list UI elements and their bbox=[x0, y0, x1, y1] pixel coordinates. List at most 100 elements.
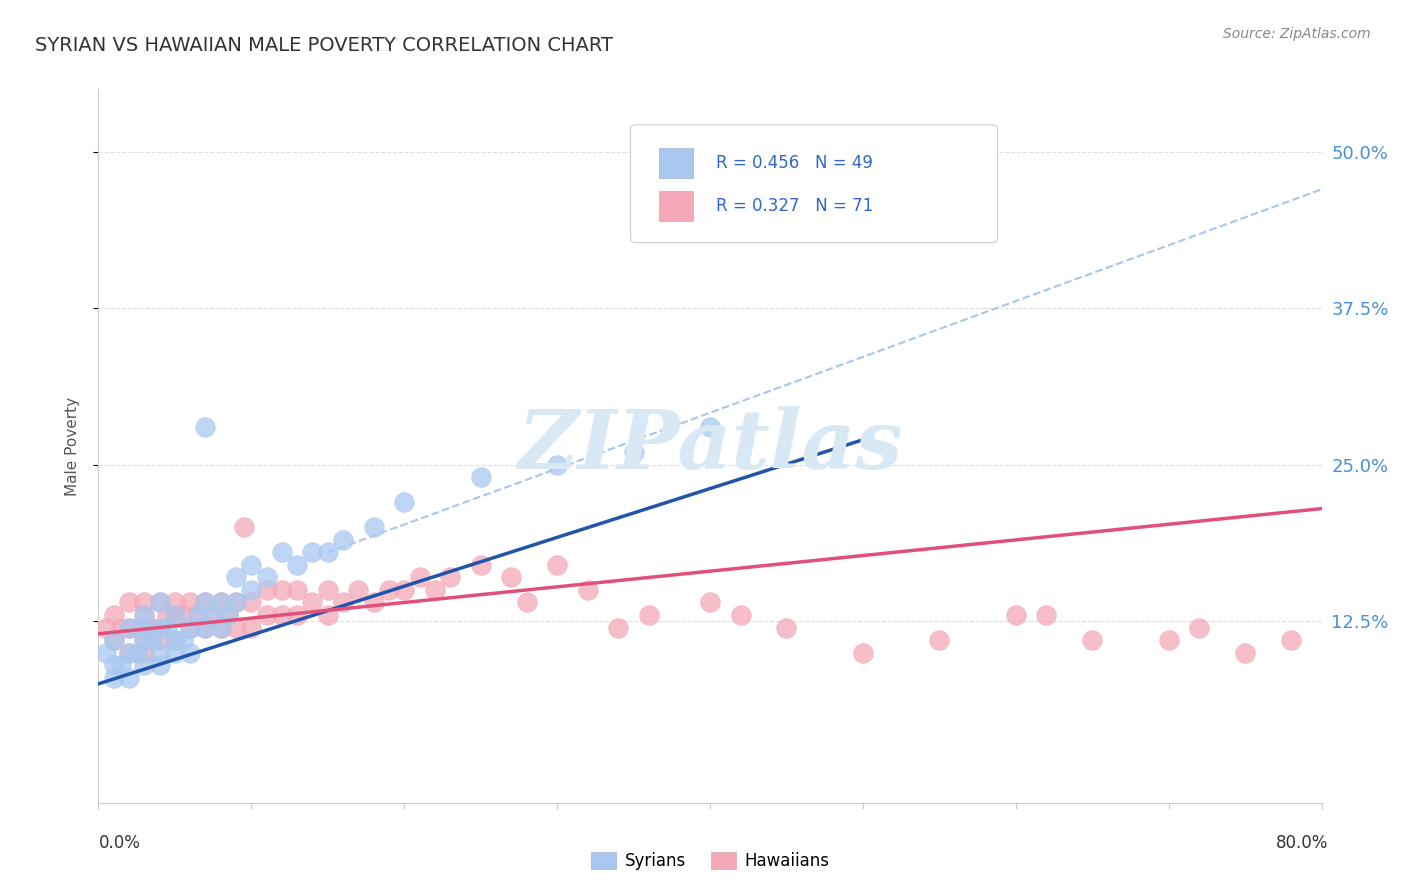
Point bbox=[576, 582, 599, 597]
Text: 0.0%: 0.0% bbox=[98, 834, 141, 852]
Point bbox=[163, 607, 186, 622]
Point bbox=[118, 621, 141, 635]
Point bbox=[149, 658, 172, 673]
Point bbox=[103, 607, 125, 622]
Point bbox=[516, 595, 538, 609]
Point bbox=[156, 621, 179, 635]
Point bbox=[730, 607, 752, 622]
Point bbox=[301, 545, 323, 559]
Point bbox=[134, 607, 156, 622]
Point bbox=[134, 633, 156, 648]
Point bbox=[103, 671, 125, 685]
Point bbox=[623, 445, 645, 459]
Point bbox=[256, 582, 278, 597]
Point bbox=[316, 607, 339, 622]
Point bbox=[179, 595, 201, 609]
Point bbox=[470, 558, 492, 572]
Point bbox=[194, 621, 217, 635]
Point bbox=[699, 420, 721, 434]
Point bbox=[363, 595, 385, 609]
Point bbox=[179, 621, 201, 635]
Point bbox=[607, 621, 630, 635]
Point bbox=[1035, 607, 1057, 622]
Text: Source: ZipAtlas.com: Source: ZipAtlas.com bbox=[1223, 27, 1371, 41]
Point bbox=[1234, 646, 1257, 660]
Point bbox=[202, 607, 225, 622]
Point bbox=[134, 607, 156, 622]
Point bbox=[179, 646, 201, 660]
Point bbox=[332, 533, 354, 547]
Point bbox=[852, 646, 875, 660]
Point bbox=[232, 520, 254, 534]
Point bbox=[285, 558, 308, 572]
Point bbox=[149, 621, 172, 635]
Text: R = 0.456   N = 49: R = 0.456 N = 49 bbox=[716, 153, 873, 171]
Text: 80.0%: 80.0% bbox=[1277, 834, 1329, 852]
Point bbox=[110, 658, 132, 673]
Point bbox=[194, 420, 217, 434]
Text: R = 0.327   N = 71: R = 0.327 N = 71 bbox=[716, 196, 873, 214]
Point bbox=[141, 633, 163, 648]
Point bbox=[270, 545, 292, 559]
Point bbox=[163, 633, 186, 648]
Point bbox=[378, 582, 401, 597]
Point bbox=[187, 607, 209, 622]
Point bbox=[270, 582, 292, 597]
FancyBboxPatch shape bbox=[630, 125, 997, 243]
Point bbox=[134, 646, 156, 660]
Point bbox=[118, 646, 141, 660]
Point bbox=[209, 621, 232, 635]
Point bbox=[225, 595, 247, 609]
Point bbox=[501, 570, 523, 584]
Point bbox=[256, 570, 278, 584]
Point bbox=[1081, 633, 1104, 648]
Point bbox=[149, 595, 172, 609]
Point bbox=[363, 520, 385, 534]
Text: SYRIAN VS HAWAIIAN MALE POVERTY CORRELATION CHART: SYRIAN VS HAWAIIAN MALE POVERTY CORRELAT… bbox=[35, 36, 613, 54]
Point bbox=[118, 646, 141, 660]
Point bbox=[699, 595, 721, 609]
Point bbox=[172, 607, 194, 622]
Point bbox=[347, 582, 370, 597]
Point bbox=[316, 582, 339, 597]
Point bbox=[149, 633, 172, 648]
Point bbox=[118, 595, 141, 609]
Point bbox=[163, 633, 186, 648]
Point bbox=[163, 595, 186, 609]
Point bbox=[134, 658, 156, 673]
Point bbox=[163, 607, 186, 622]
Point bbox=[194, 595, 217, 609]
Point bbox=[149, 595, 172, 609]
Point bbox=[134, 621, 156, 635]
Point bbox=[270, 607, 292, 622]
Point bbox=[285, 582, 308, 597]
Point bbox=[94, 646, 117, 660]
Point bbox=[194, 621, 217, 635]
Point bbox=[240, 621, 263, 635]
Point bbox=[1157, 633, 1180, 648]
Y-axis label: Male Poverty: Male Poverty bbox=[65, 396, 80, 496]
Point bbox=[141, 621, 163, 635]
Point bbox=[149, 621, 172, 635]
Point bbox=[225, 621, 247, 635]
Point bbox=[637, 607, 661, 622]
Point bbox=[103, 633, 125, 648]
Point bbox=[217, 607, 239, 622]
Point bbox=[1004, 607, 1026, 622]
Point bbox=[546, 558, 568, 572]
Point bbox=[316, 545, 339, 559]
Point bbox=[125, 646, 148, 660]
Point bbox=[240, 558, 263, 572]
Point bbox=[225, 570, 247, 584]
Point bbox=[134, 633, 156, 648]
Text: ZIPatlas: ZIPatlas bbox=[517, 406, 903, 486]
Point bbox=[134, 595, 156, 609]
Point bbox=[209, 595, 232, 609]
Point bbox=[546, 458, 568, 472]
Point bbox=[217, 607, 239, 622]
Point bbox=[103, 658, 125, 673]
FancyBboxPatch shape bbox=[658, 148, 693, 178]
Point bbox=[392, 582, 416, 597]
Point bbox=[439, 570, 461, 584]
Point bbox=[240, 582, 263, 597]
